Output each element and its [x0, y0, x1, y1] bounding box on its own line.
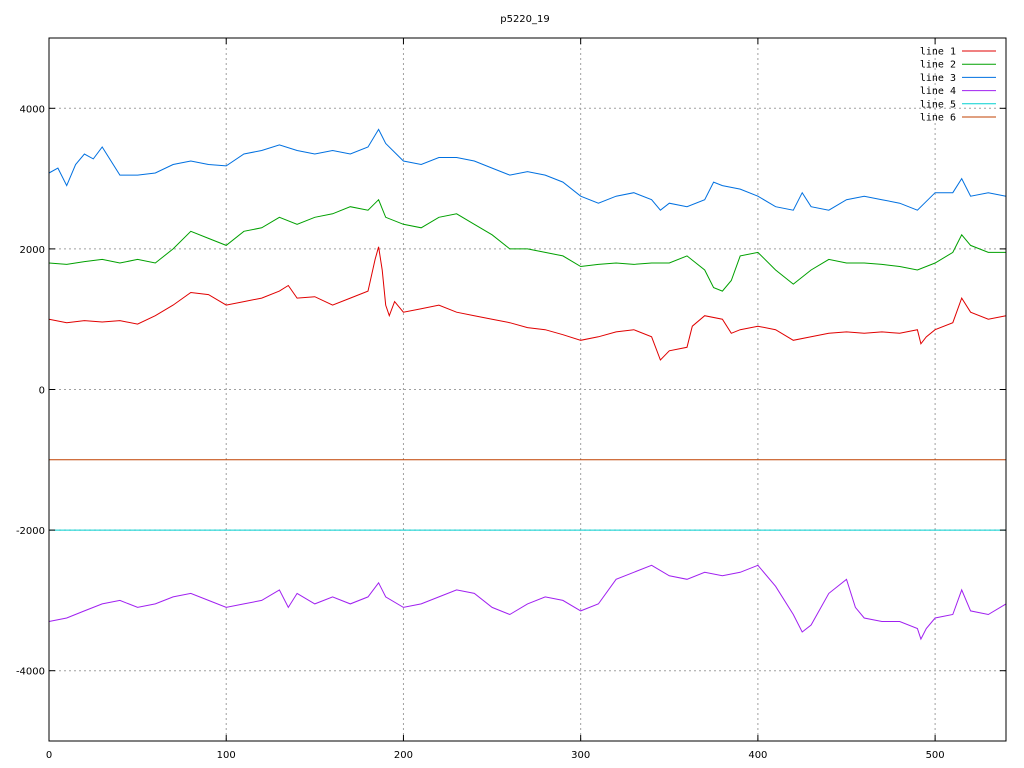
series-line-4	[48, 564, 1007, 641]
grid	[49, 38, 1006, 741]
legend-label: line 2	[920, 60, 956, 71]
legend-label: line 5	[920, 99, 956, 110]
y-tick-label: 2000	[20, 245, 45, 256]
tick-labels: 0 100 200 300 400 500 -4000 -2000 0 2000 4000	[16, 38, 1006, 761]
series-line-3	[48, 128, 1007, 211]
chart-title: p5220_19	[500, 14, 550, 25]
y-tick-label: -2000	[16, 526, 45, 537]
legend-label: line 6	[920, 113, 956, 124]
legend-label: line 4	[920, 86, 956, 97]
y-tick-label: 0	[39, 386, 45, 397]
legend-label: line 1	[920, 47, 956, 58]
x-tick-label: 0	[46, 750, 52, 761]
series-group	[48, 128, 1007, 641]
legend: line 1 line 2 line 3 line 4 line 5 line 6	[920, 47, 996, 124]
series-line-2	[48, 198, 1006, 292]
y-tick-label: -4000	[16, 667, 45, 678]
plot-frame	[48, 37, 1007, 742]
series-line-1	[48, 246, 1007, 361]
x-tick-label: 300	[571, 750, 590, 761]
x-tick-label: 500	[926, 750, 945, 761]
y-tick-label: 4000	[20, 104, 45, 115]
x-tick-label: 100	[217, 750, 236, 761]
legend-label: line 3	[920, 73, 956, 84]
x-tick-label: 400	[748, 750, 767, 761]
x-tick-label: 200	[394, 750, 413, 761]
